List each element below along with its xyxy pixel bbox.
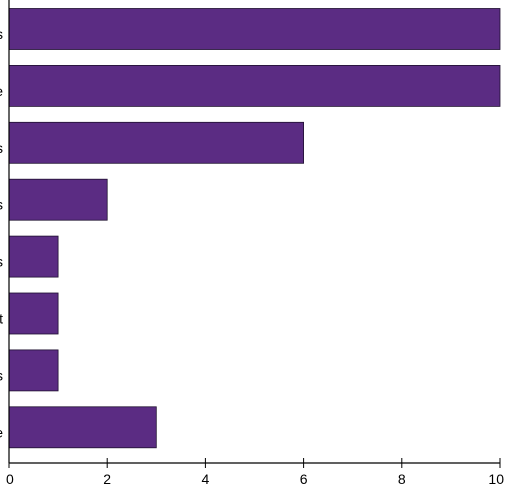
bar-3 [8, 121, 305, 164]
x-axis-ticks: 0 2 4 6 8 10 [6, 458, 504, 487]
category-label-3: s [0, 140, 3, 156]
bar-8 [8, 406, 157, 449]
x-tick-label-0: 0 [6, 471, 14, 487]
bar-7 [8, 349, 59, 392]
category-label-8: e [0, 424, 3, 440]
category-label-6: t [0, 311, 3, 327]
category-label-2: e [0, 83, 3, 99]
x-tick-label-8: 8 [398, 471, 406, 487]
category-label-7: s [0, 367, 3, 383]
bar-1 [8, 8, 501, 50]
category-label-5: s [0, 254, 3, 270]
category-labels: s e s s s t s e [0, 26, 3, 440]
bar-2 [8, 65, 501, 107]
bar-4 [8, 178, 108, 221]
category-label-1: s [0, 26, 3, 42]
x-tick-label-6: 6 [300, 471, 308, 487]
category-label-4: s [0, 197, 3, 213]
x-tick-label-4: 4 [202, 471, 210, 487]
x-tick-label-2: 2 [103, 471, 111, 487]
bars-group [8, 8, 501, 449]
x-tick-label-10: 10 [488, 471, 504, 487]
bar-5 [8, 235, 59, 278]
bar-6 [8, 292, 59, 335]
